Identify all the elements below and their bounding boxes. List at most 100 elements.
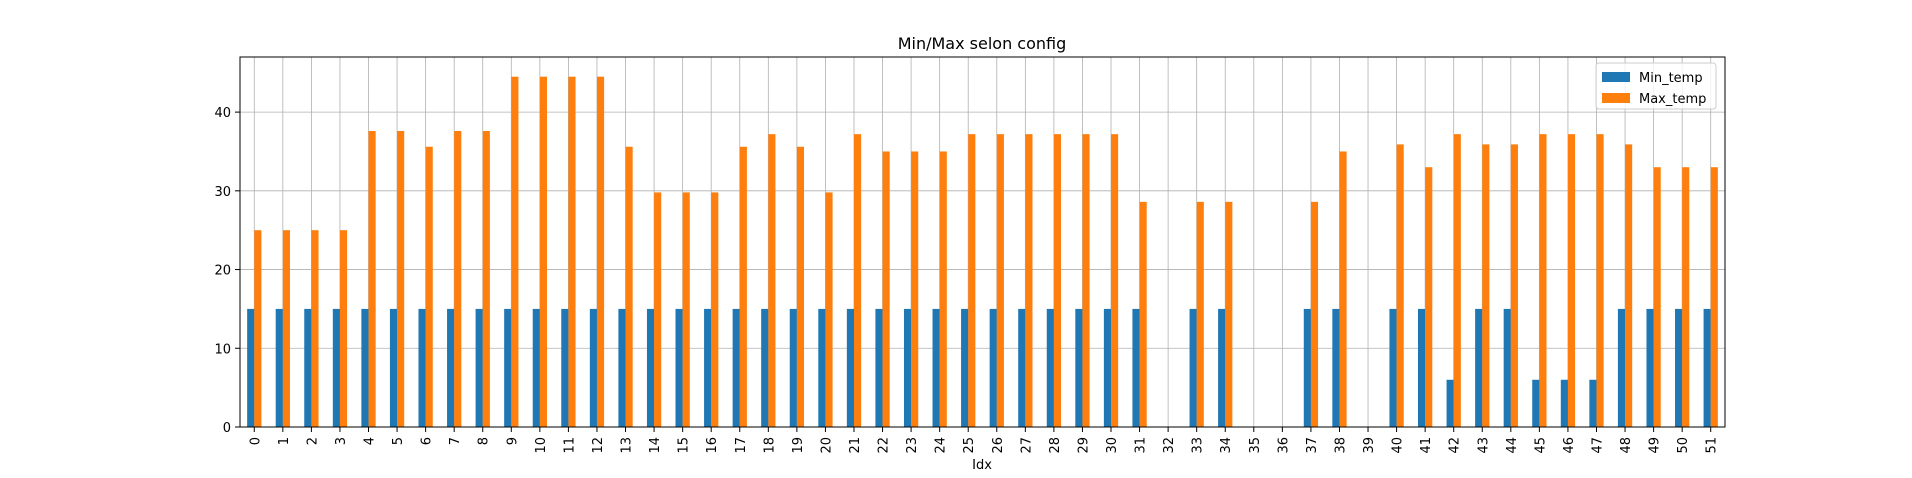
x-tick-label: 18 <box>762 437 777 454</box>
bar-max-temp <box>1453 134 1461 428</box>
x-tick-label: 36 <box>1276 437 1291 454</box>
bar-min-temp <box>1503 308 1511 427</box>
bar-max-temp <box>368 131 376 427</box>
bar-min-temp <box>932 308 940 427</box>
bar-max-temp <box>1425 167 1433 427</box>
bar-max-temp <box>1539 134 1547 428</box>
x-tick-label: 12 <box>591 437 606 454</box>
x-tick-label: 40 <box>1391 437 1406 454</box>
bar-max-temp <box>254 230 262 427</box>
chart-title: Min/Max selon config <box>898 34 1067 53</box>
bar-min-temp <box>1589 379 1597 427</box>
bar-max-temp <box>654 192 662 427</box>
bar-max-temp <box>882 151 890 427</box>
bar-max-temp <box>1596 134 1604 428</box>
legend: Min_temp Max_temp <box>1595 62 1717 110</box>
x-tick-label: 48 <box>1619 437 1634 454</box>
bar-min-temp <box>846 308 854 427</box>
x-tick-label: 1 <box>277 437 292 445</box>
x-tick-label: 0 <box>248 437 263 445</box>
bar-max-temp <box>1682 167 1690 427</box>
x-tick-label: 4 <box>363 437 378 445</box>
x-tick-label: 2 <box>305 437 320 445</box>
bar-min-temp <box>1703 308 1711 427</box>
bar-max-temp <box>796 146 805 427</box>
x-tick-label: 24 <box>934 437 949 454</box>
bar-min-temp <box>1018 308 1026 427</box>
bar-min-temp <box>1646 308 1654 427</box>
bar-min-temp <box>961 308 969 427</box>
x-tick-label: 14 <box>648 437 663 454</box>
bars <box>247 76 1718 428</box>
legend-label: Min_temp <box>1639 71 1703 86</box>
x-tick-label: 45 <box>1533 437 1548 454</box>
x-tick-label: 43 <box>1476 437 1491 454</box>
bar-max-temp <box>1567 134 1576 428</box>
bar-max-temp <box>996 134 1004 428</box>
bar-max-temp <box>511 76 519 428</box>
bar-max-temp <box>911 151 919 427</box>
y-tick-label: 10 <box>214 342 231 357</box>
x-tick-label: 51 <box>1705 437 1720 454</box>
x-tick-label: 9 <box>505 437 520 445</box>
x-tick-label: 47 <box>1590 437 1605 454</box>
bar-min-temp <box>361 308 369 427</box>
bar-max-temp <box>968 134 976 428</box>
bar-min-temp <box>1075 308 1083 427</box>
x-tick-label: 46 <box>1562 437 1577 454</box>
bar-max-temp <box>1710 167 1718 427</box>
x-tick-label: 3 <box>334 437 349 445</box>
bar-max-temp <box>454 131 462 427</box>
x-tick-label: 33 <box>1191 437 1206 454</box>
bar-min-temp <box>1218 308 1226 427</box>
bar-max-temp <box>1625 144 1633 427</box>
bar-max-temp <box>1310 201 1319 427</box>
bar-min-temp <box>1132 308 1140 427</box>
grid-lines <box>240 57 1725 428</box>
bar-min-temp <box>875 308 883 427</box>
bar-min-temp <box>1446 379 1454 427</box>
bar-min-temp <box>989 308 997 427</box>
bar-max-temp <box>482 131 490 427</box>
bar-max-temp <box>596 76 605 428</box>
x-tick-label: 15 <box>677 437 692 454</box>
x-tick-label: 19 <box>791 437 806 454</box>
bar-min-temp <box>475 308 483 427</box>
x-tick-label: 34 <box>1219 437 1234 454</box>
bar-max-temp <box>1139 201 1147 427</box>
x-tick-label: 49 <box>1648 437 1663 454</box>
bar-min-temp <box>646 308 655 427</box>
x-axis-ticks: 0 1 2 3 4 5 6 7 8 9 10 11 12 13 14 15 16 17 18 19 20 21 22 23 24… <box>248 427 1720 454</box>
legend-swatch <box>1602 93 1630 103</box>
bar-min-temp <box>1389 308 1397 427</box>
bar-min-temp <box>1532 379 1540 427</box>
legend-swatch <box>1602 72 1630 82</box>
bar-min-temp <box>704 308 712 427</box>
bar-max-temp <box>853 134 862 428</box>
x-tick-label: 25 <box>962 437 977 454</box>
bar-min-temp <box>1303 308 1311 427</box>
x-tick-label: 20 <box>819 437 834 454</box>
bar-min-temp <box>1617 308 1626 427</box>
bar-min-temp <box>761 308 769 427</box>
bar-max-temp <box>1196 201 1204 427</box>
x-tick-label: 29 <box>1076 437 1091 454</box>
bar-min-temp <box>418 308 426 427</box>
x-tick-label: 39 <box>1362 437 1377 454</box>
x-tick-label: 42 <box>1448 437 1463 454</box>
x-tick-label: 6 <box>420 437 435 445</box>
x-tick-label: 10 <box>534 437 549 454</box>
bar-min-temp <box>1675 308 1683 427</box>
bar-max-temp <box>1111 134 1119 428</box>
x-tick-label: 32 <box>1162 437 1177 454</box>
x-tick-label: 44 <box>1505 437 1520 454</box>
x-tick-label: 11 <box>562 437 577 454</box>
x-tick-label: 16 <box>705 437 720 454</box>
bar-max-temp <box>397 131 405 427</box>
bar-min-temp <box>903 308 912 427</box>
bar-max-temp <box>711 192 719 427</box>
bar-min-temp <box>618 308 626 427</box>
x-tick-label: 23 <box>905 437 920 454</box>
bar-min-temp <box>447 308 455 427</box>
x-tick-label: 8 <box>477 437 492 445</box>
